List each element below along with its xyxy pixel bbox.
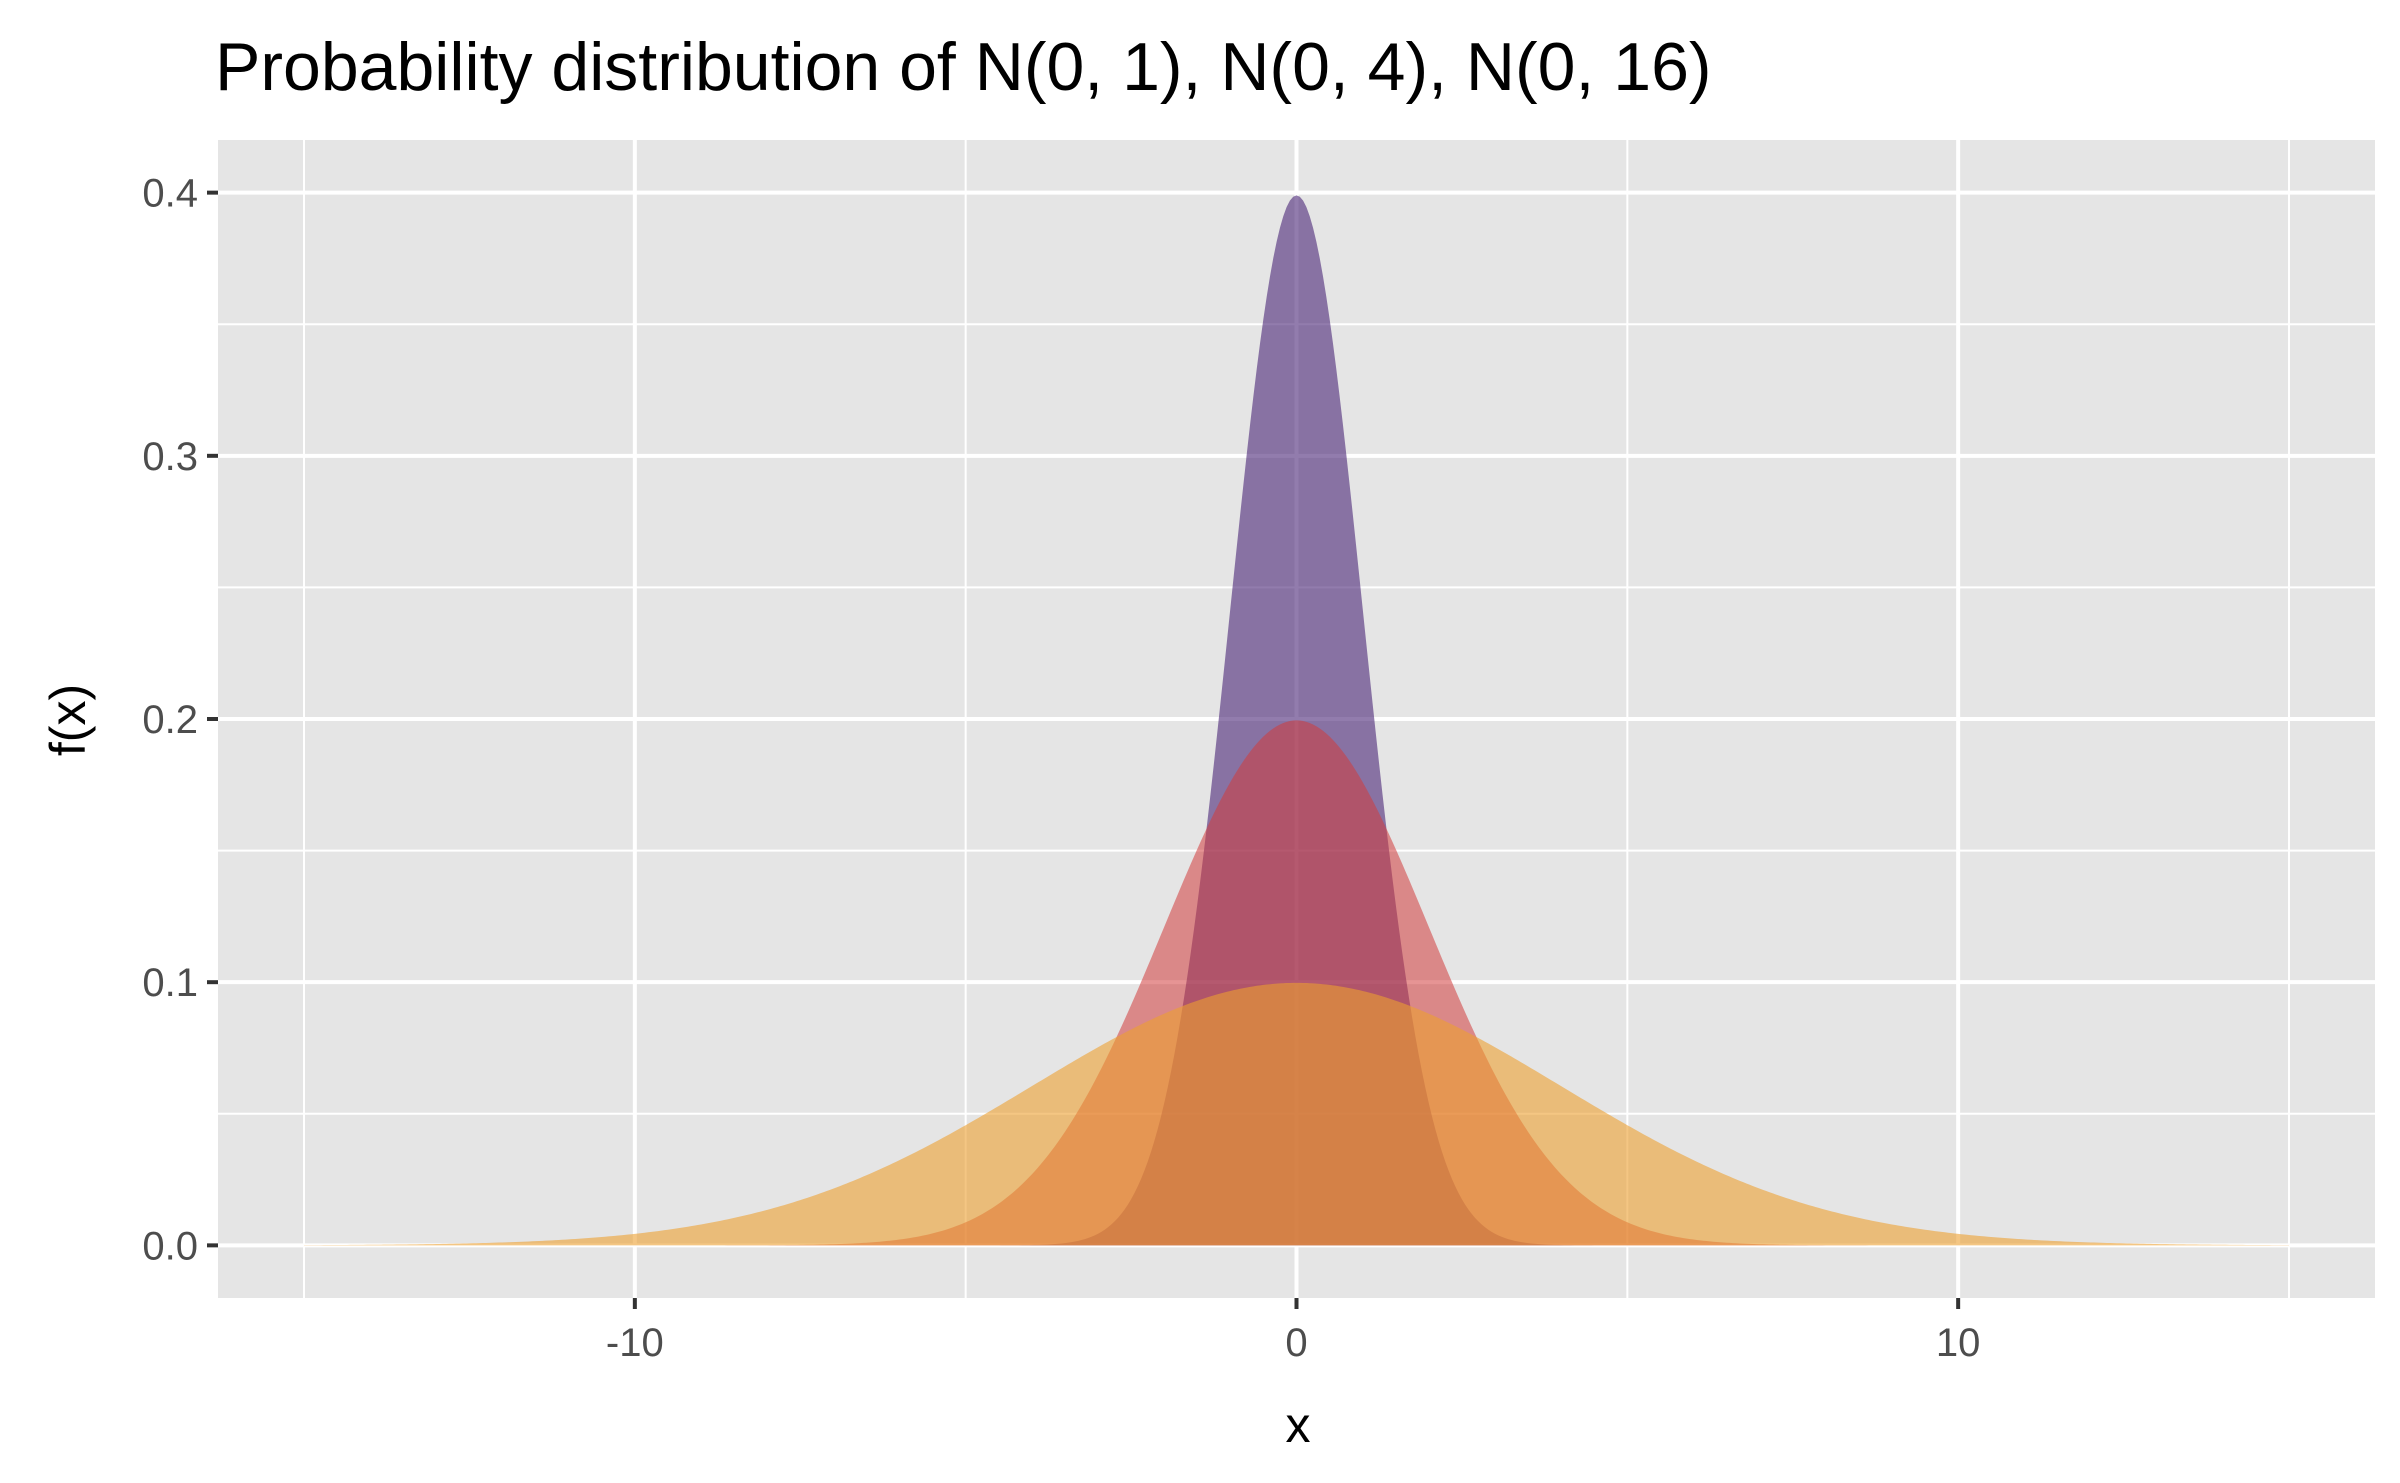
- axes: -10 0 10 0.0 0.1 0.2 0.3 0.4: [142, 172, 1980, 1365]
- y-tick-label: 0.1: [142, 961, 198, 1005]
- y-axis-title: f(x): [40, 684, 96, 756]
- x-tick-label: 0: [1285, 1321, 1307, 1365]
- x-tick-label: 10: [1936, 1321, 1981, 1365]
- x-axis-title: x: [1286, 1397, 1311, 1453]
- density-areas: [304, 195, 2289, 1246]
- y-tick-label: 0.2: [142, 698, 198, 742]
- density-area-var-1: [304, 195, 2289, 1246]
- density-area-var-16: [304, 982, 2289, 1246]
- y-tick-label: 0.3: [142, 435, 198, 479]
- y-tick-label: 0.4: [142, 172, 198, 216]
- chart-title: Probability distribution of N(0, 1), N(0…: [215, 29, 1712, 105]
- density-area-var-4: [304, 720, 2289, 1246]
- x-tick-label: -10: [606, 1321, 664, 1365]
- y-tick-label: 0.0: [142, 1224, 198, 1268]
